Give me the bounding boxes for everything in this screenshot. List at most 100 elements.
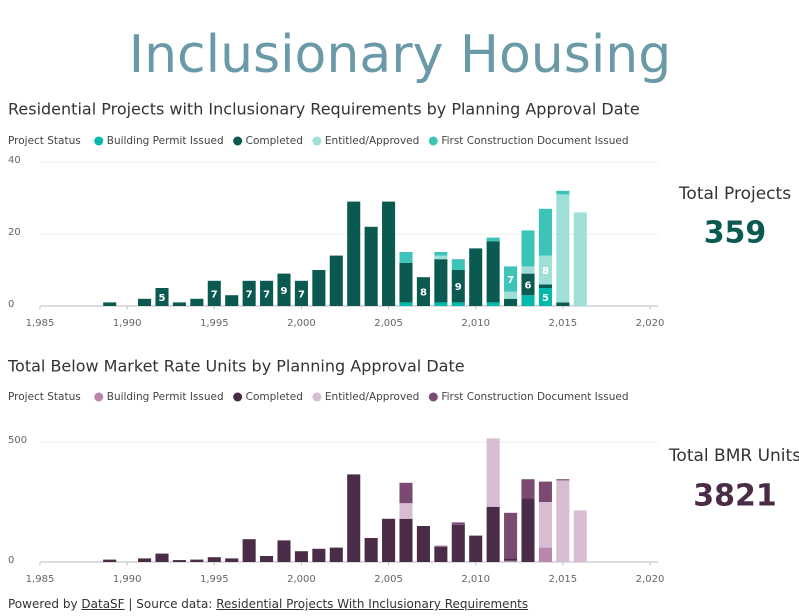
- bar-segment: [364, 226, 378, 306]
- bar-segment: [451, 524, 465, 562]
- x-tick-label: 1,995: [200, 574, 229, 585]
- y-tick-label: 40: [8, 155, 21, 166]
- bar-segment: [556, 190, 570, 195]
- card-label: Total BMR Units: [668, 446, 799, 466]
- footer-source-link[interactable]: Residential Projects With Inclusionary R…: [216, 597, 529, 611]
- data-label: 6: [525, 280, 532, 291]
- data-label: 7: [298, 289, 305, 300]
- bar-segment: [521, 479, 535, 499]
- legend-label: Building Permit Issued: [107, 391, 224, 403]
- bar-segment: [504, 298, 518, 306]
- bar-segment: [556, 480, 570, 562]
- bar-segment: [138, 298, 152, 306]
- bar-segment: [521, 295, 535, 306]
- legend-label: Entitled/Approved: [325, 135, 419, 147]
- x-tick-label: 2,020: [636, 574, 665, 585]
- bar-segment: [225, 558, 239, 562]
- data-label: 9: [281, 286, 288, 297]
- bar-segment: [486, 302, 500, 306]
- bar-segment: [399, 252, 413, 263]
- x-tick-label: 2,010: [461, 318, 490, 329]
- bar-segment: [504, 560, 518, 562]
- bar-segment: [556, 194, 570, 303]
- bar-segment: [486, 241, 500, 303]
- bar-segment: [329, 547, 343, 562]
- bar-segment: [399, 518, 413, 562]
- legend-swatch: [312, 136, 322, 146]
- bar-segment: [469, 535, 483, 562]
- data-label: 5: [542, 293, 549, 304]
- y-tick-label: 0: [8, 299, 14, 310]
- bar-segment: [172, 302, 186, 306]
- y-tick-label: 20: [8, 227, 21, 238]
- dashboard: Inclusionary Housing Residential Project…: [7, 25, 799, 585]
- bar-segment: [556, 302, 570, 306]
- bar-segment: [434, 546, 448, 562]
- bar-segment: [538, 288, 552, 306]
- y-tick-label: 0: [8, 555, 14, 566]
- data-label: 8: [542, 266, 549, 277]
- y-tick-label: 500: [8, 435, 27, 446]
- bar-segment: [190, 298, 204, 306]
- bar-segment: [434, 252, 448, 256]
- bar-segment: [469, 248, 483, 306]
- bar-segment: [486, 438, 500, 507]
- legend-swatch: [94, 136, 104, 146]
- footer-prefix: Powered by: [8, 597, 78, 611]
- bar-segment: [382, 201, 396, 306]
- bar-segment: [538, 255, 552, 285]
- bar-segment: [347, 201, 361, 306]
- bar-segment: [538, 284, 552, 288]
- bar-segment: [451, 270, 465, 303]
- page-title: Inclusionary Housing: [129, 25, 672, 85]
- legend-swatch: [233, 136, 243, 146]
- legend-swatch: [428, 392, 438, 402]
- bar-segment: [399, 262, 413, 303]
- bar-segment: [521, 498, 535, 562]
- footer: Powered by DataSF | Source data: Residen…: [8, 597, 528, 611]
- bar-segment: [294, 280, 308, 306]
- bar-segment: [312, 548, 326, 562]
- data-label: 9: [455, 282, 462, 293]
- footer-link[interactable]: DataSF: [81, 597, 125, 611]
- x-tick-label: 1,995: [200, 318, 229, 329]
- bar-segment: [190, 559, 204, 562]
- x-tick-label: 1,990: [113, 574, 142, 585]
- data-label: 7: [507, 275, 514, 286]
- bar-segment: [434, 545, 448, 547]
- bar-segment: [556, 479, 570, 481]
- legend-swatch: [233, 392, 243, 402]
- legend-swatch: [312, 392, 322, 402]
- x-tick-label: 1,985: [26, 318, 55, 329]
- footer-middle: | Source data:: [128, 597, 213, 611]
- bar-segment: [434, 302, 448, 306]
- bar-segment: [504, 291, 518, 299]
- bar-segment: [538, 502, 552, 548]
- bar-segment: [504, 558, 518, 561]
- x-tick-label: 2,000: [287, 574, 316, 585]
- data-label: 7: [263, 289, 270, 300]
- bar-segment: [260, 556, 274, 562]
- bar-segment: [416, 526, 430, 562]
- bar-segment: [138, 558, 152, 562]
- bar-segment: [399, 302, 413, 306]
- bar-segment: [521, 266, 535, 274]
- card-value: 3821: [693, 479, 777, 514]
- bar-segment: [504, 266, 518, 292]
- bar-segment: [434, 259, 448, 303]
- legend-label: Entitled/Approved: [325, 391, 419, 403]
- data-label: 5: [159, 293, 166, 304]
- bar-segment: [451, 302, 465, 306]
- bar-segment: [172, 560, 186, 562]
- bar-segment: [521, 230, 535, 267]
- chart-title: Total Below Market Rate Units by Plannin…: [7, 357, 465, 376]
- bar-segment: [364, 538, 378, 562]
- bar-segment: [399, 503, 413, 519]
- bar-segment: [103, 559, 117, 562]
- bar-segment: [434, 255, 448, 260]
- card-value: 359: [704, 216, 767, 251]
- bar-segment: [451, 259, 465, 270]
- bar-segment: [347, 474, 361, 562]
- x-tick-label: 1,990: [113, 318, 142, 329]
- bar-segment: [155, 288, 169, 306]
